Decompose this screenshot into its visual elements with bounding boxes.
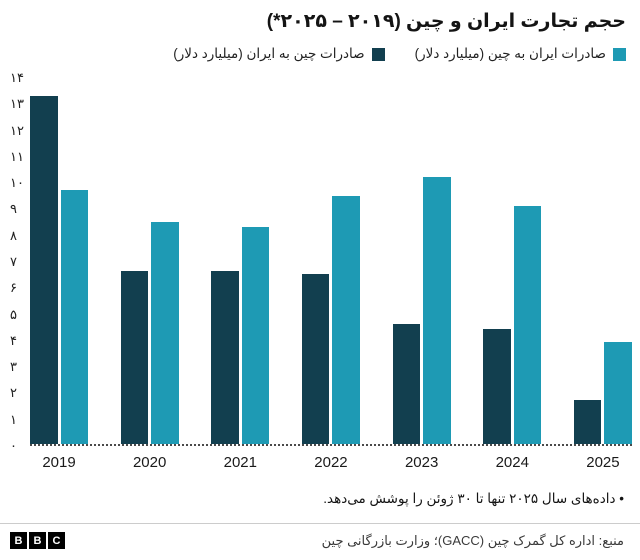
legend-item-china-to-iran: صادرات چین به ایران (میلیارد دلار) bbox=[173, 46, 385, 62]
bbc-logo-block: B bbox=[10, 532, 27, 549]
bar bbox=[513, 206, 542, 444]
y-axis: ۰ ۱ ۲ ۳ ۴ ۵ ۶ ۷ ۸ ۹ ۱۰ ۱۱ ۱۲ ۱۳ ۱۴ bbox=[8, 70, 32, 453]
x-axis-label: 2022 bbox=[314, 454, 348, 471]
bar-group-2019 bbox=[30, 78, 88, 444]
bar bbox=[30, 96, 58, 444]
bar bbox=[332, 195, 360, 444]
y-axis-label: ۶ bbox=[10, 280, 17, 296]
y-axis-label: ۱۲ bbox=[10, 122, 24, 138]
legend: صادرات ایران به چین (میلیارد دلار) صادرا… bbox=[0, 34, 640, 62]
bar bbox=[483, 328, 511, 444]
y-axis-label: ۱ bbox=[10, 411, 17, 427]
x-axis: 2019 2020 2021 2022 2023 2024 2025 bbox=[30, 454, 632, 471]
bar bbox=[423, 177, 451, 444]
legend-label: صادرات چین به ایران (میلیارد دلار) bbox=[173, 46, 365, 61]
plot-area bbox=[30, 78, 632, 446]
y-axis-label: ۰ bbox=[10, 438, 17, 453]
bar-chart: ۰ ۱ ۲ ۳ ۴ ۵ ۶ ۷ ۸ ۹ ۱۰ ۱۱ ۱۲ ۱۳ ۱۴ bbox=[8, 70, 632, 453]
bar-group-2022 bbox=[301, 78, 360, 444]
y-axis-label: ۷ bbox=[10, 254, 17, 269]
bar bbox=[211, 271, 239, 444]
chart-footnote: • داده‌های سال ۲۰۲۵ تنها تا ۳۰ ژوئن را پ… bbox=[323, 491, 624, 506]
bar-group-2020 bbox=[120, 78, 179, 444]
legend-item-iran-to-china: صادرات ایران به چین (میلیارد دلار) bbox=[415, 46, 626, 62]
chart-title: حجم تجارت ایران و چین (۲۰۱۹ – ۲۰۲۵*) bbox=[266, 11, 626, 32]
x-axis-label: 2023 bbox=[404, 454, 439, 471]
bar bbox=[120, 271, 149, 444]
x-axis-label: 2020 bbox=[132, 454, 167, 471]
y-axis-label: ۲ bbox=[10, 385, 17, 401]
bar bbox=[60, 190, 88, 444]
x-axis-label: 2019 bbox=[42, 454, 76, 471]
source-text: منبع: اداره کل گمرک چین (GACC)؛ وزارت با… bbox=[321, 532, 624, 548]
x-axis-label: 2021 bbox=[223, 454, 257, 471]
legend-swatch-dark-teal bbox=[371, 47, 385, 61]
y-axis-label: ۴ bbox=[10, 332, 17, 348]
bar bbox=[604, 342, 632, 444]
bar bbox=[241, 227, 270, 444]
bbc-logo-block: C bbox=[48, 532, 65, 549]
bbc-logo-block: B bbox=[29, 532, 46, 549]
legend-swatch-light-teal bbox=[613, 47, 626, 61]
y-axis-label: ۱۳ bbox=[10, 96, 24, 112]
bbc-logo: B B C bbox=[10, 532, 65, 549]
y-axis-label: ۵ bbox=[10, 306, 17, 322]
bar-group-2023 bbox=[392, 78, 451, 444]
bar bbox=[151, 221, 179, 444]
y-axis-label: ۸ bbox=[10, 227, 17, 243]
y-axis-label: ۳ bbox=[10, 359, 17, 375]
bar-group-2021 bbox=[211, 78, 270, 444]
bar-group-2025 bbox=[573, 78, 632, 444]
y-axis-label: ۱۴ bbox=[10, 70, 24, 85]
bar-group-2024 bbox=[483, 78, 542, 444]
footer-divider bbox=[0, 523, 640, 524]
y-axis-label: ۱۱ bbox=[10, 148, 24, 164]
bar bbox=[301, 274, 330, 444]
legend-label: صادرات ایران به چین (میلیارد دلار) bbox=[414, 46, 606, 61]
bar bbox=[392, 323, 421, 444]
x-axis-label: 2025 bbox=[586, 454, 620, 471]
bar bbox=[573, 399, 602, 444]
footer: B B C منبع: اداره کل گمرک چین (GACC)؛ وز… bbox=[0, 524, 640, 549]
y-axis-label: ۹ bbox=[10, 201, 17, 217]
x-axis-label: 2024 bbox=[495, 454, 529, 471]
y-axis-label: ۱۰ bbox=[10, 175, 24, 191]
